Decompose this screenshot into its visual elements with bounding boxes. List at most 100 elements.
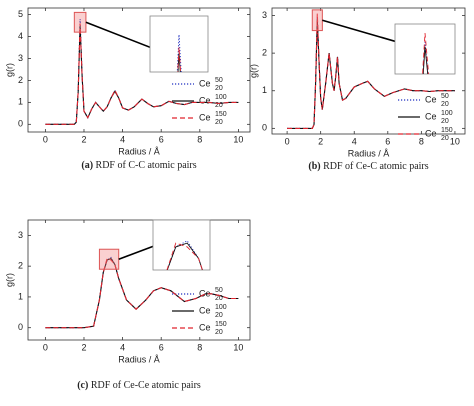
legend-sup: 100 — [215, 94, 227, 101]
plot-frame — [27, 219, 251, 341]
caption-label: (c) — [77, 380, 88, 391]
y-tick-label: 3 — [18, 230, 23, 240]
caption-label: (a) — [81, 160, 93, 171]
legend-label: Ce — [199, 322, 211, 332]
y-axis-label: g(r) — [4, 63, 14, 77]
plot-frame — [27, 7, 251, 133]
legend-label: Ce — [199, 95, 211, 105]
series-line — [45, 23, 239, 125]
x-axis-label: Radius / Å — [118, 146, 160, 156]
inset-plot — [176, 34, 182, 72]
y-tick-label: 4 — [18, 31, 23, 41]
legend-sup: 50 — [441, 93, 449, 100]
series-line — [45, 18, 239, 125]
y-tick-label: 3 — [262, 10, 267, 20]
legend-sub: 20 — [441, 118, 449, 125]
x-tick-label: 0 — [43, 342, 48, 352]
legend-sub: 20 — [441, 101, 449, 108]
inset-line — [422, 42, 429, 74]
inset-line — [166, 242, 203, 270]
x-tick-label: 4 — [352, 136, 357, 146]
caption-label: (b) — [308, 161, 320, 172]
y-tick-label: 5 — [18, 9, 23, 19]
y-tick-label: 1 — [18, 291, 23, 301]
caption-text: RDF of Ce-C atomic pairs — [323, 161, 429, 172]
x-tick-label: 6 — [159, 342, 164, 352]
y-tick-label: 1 — [18, 97, 23, 107]
zoom-box — [73, 11, 87, 33]
legend-sub: 20 — [215, 119, 223, 126]
inset-frame — [149, 15, 209, 73]
inset-line — [422, 46, 429, 74]
y-axis-label: g(r) — [4, 273, 14, 287]
inset-line — [177, 53, 181, 72]
series-line — [287, 13, 455, 129]
y-axis-label: g(r) — [248, 64, 258, 78]
legend-label: Ce — [199, 78, 211, 88]
legend-label: Ce — [425, 94, 437, 104]
inset-line — [176, 34, 182, 72]
inset-plot — [166, 240, 203, 270]
y-tick-label: 2 — [18, 261, 23, 271]
inset-frame — [394, 23, 456, 75]
plot-frame — [271, 7, 466, 135]
caption: (b) RDF of Ce-C atomic pairs — [308, 161, 428, 172]
legend-sub: 20 — [215, 85, 223, 92]
x-tick-label: 8 — [197, 342, 202, 352]
legend-sup: 150 — [215, 321, 227, 328]
caption-text: RDF of C-C atomic pairs — [96, 160, 197, 171]
legend-label: Ce — [199, 288, 211, 298]
x-tick-label: 8 — [419, 136, 424, 146]
x-tick-label: 2 — [318, 136, 323, 146]
x-tick-label: 0 — [285, 136, 290, 146]
caption: (a) RDF of C-C atomic pairs — [81, 160, 196, 171]
inset-plot — [422, 33, 430, 74]
legend-sup: 50 — [215, 77, 223, 84]
legend-sup: 100 — [441, 110, 453, 117]
y-tick-label: 2 — [262, 48, 267, 58]
x-tick-label: 2 — [81, 134, 86, 144]
legend-sup: 100 — [215, 304, 227, 311]
caption-text: RDF of Ce-Ce atomic pairs — [91, 380, 201, 391]
y-tick-label: 0 — [262, 123, 267, 133]
legend-sub: 20 — [215, 295, 223, 302]
inset-line — [166, 242, 203, 270]
x-axis-label: Radius / Å — [348, 148, 390, 158]
x-tick-label: 10 — [450, 136, 460, 146]
legend-sub: 20 — [215, 102, 223, 109]
x-tick-label: 10 — [233, 342, 243, 352]
caption: (c) RDF of Ce-Ce atomic pairs — [77, 380, 201, 391]
series-line — [45, 257, 239, 329]
zoom-box — [311, 9, 323, 32]
zoom-box — [98, 248, 120, 270]
x-tick-label: 8 — [197, 134, 202, 144]
y-tick-label: 0 — [18, 119, 23, 129]
x-tick-label: 4 — [120, 134, 125, 144]
x-tick-label: 10 — [233, 134, 243, 144]
inset-line — [177, 47, 182, 72]
x-tick-label: 6 — [385, 136, 390, 146]
legend-label: Ce — [199, 112, 211, 122]
x-axis-label: Radius / Å — [118, 354, 160, 364]
legend-label: Ce — [425, 128, 437, 138]
legend-label: Ce — [425, 111, 437, 121]
legend-sup: 150 — [441, 127, 453, 134]
inset-line — [166, 240, 203, 270]
inset-line — [422, 33, 430, 74]
x-tick-label: 0 — [43, 134, 48, 144]
legend-sub: 20 — [441, 135, 449, 142]
legend-sub: 20 — [215, 329, 223, 336]
series-line — [45, 25, 239, 125]
x-tick-label: 2 — [81, 342, 86, 352]
y-tick-label: 1 — [262, 85, 267, 95]
y-tick-label: 0 — [18, 322, 23, 332]
legend-label: Ce — [199, 305, 211, 315]
legend-sub: 20 — [215, 312, 223, 319]
x-tick-label: 6 — [159, 134, 164, 144]
y-tick-label: 3 — [18, 53, 23, 63]
x-tick-label: 4 — [120, 342, 125, 352]
y-tick-label: 2 — [18, 75, 23, 85]
legend-sup: 150 — [215, 111, 227, 118]
